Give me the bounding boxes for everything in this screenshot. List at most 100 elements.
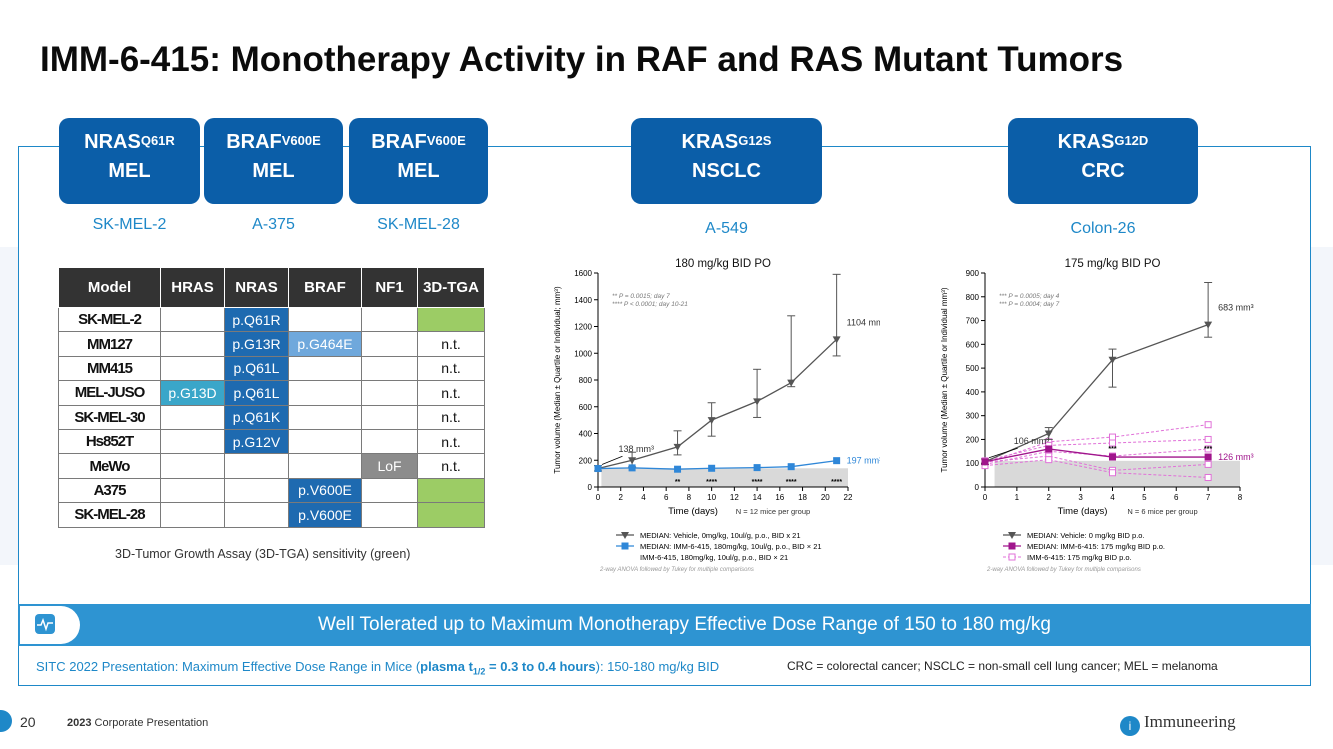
tile-gene: BRAF [226,131,282,153]
x-tick-label: 6 [1174,493,1179,502]
data-point [1109,453,1116,461]
cell-line-label: A-549 [705,220,748,237]
braf-cell [288,404,362,430]
tga-cell: n.t. [417,404,485,430]
data-point [674,465,682,473]
table-row: SK-MEL-28 p.V600E [58,502,485,528]
table-row: MM127 p.G13R p.G464E n.t. [58,331,485,357]
chart-footnote: 2-way ANOVA followed by Tukey for multip… [599,567,754,573]
tga-cell [417,502,485,528]
start-volume-label: 106 mm³ [1014,436,1050,446]
tga-cell: n.t. [417,453,485,479]
x-tick-label: 7 [1206,493,1211,502]
treated-end-label: 197 mm³ [847,456,880,466]
nf1-cell: LoF [361,453,418,479]
data-point [1204,453,1212,461]
model-cell: Hs852T [58,428,161,455]
tile-tumor-type: MEL [252,160,295,182]
table-header-row: Model HRAS NRAS BRAF NF1 3D-TGA [58,267,485,308]
data-point [594,465,602,473]
y-tick-label: 1200 [574,323,592,332]
data-point [1109,439,1116,447]
nras-cell: p.Q61K [224,404,289,430]
data-point [673,443,682,451]
table-row: MeWo LoF n.t. [58,453,485,479]
tile-kras-nsclc: KRASG12S NSCLC [631,118,822,204]
company-logo: i Immuneering [1120,712,1236,736]
nras-cell: p.G13R [224,331,289,357]
y-axis-label: Tumor volume (Median ± Quartile or Indiv… [940,287,949,472]
nf1-cell [361,331,418,357]
braf-cell [288,380,362,406]
data-point [1108,356,1117,364]
y-tick-label: 400 [966,388,980,397]
nf1-cell [361,380,418,406]
nf1-cell [361,428,418,455]
tga-cell [417,477,485,504]
hras-cell [160,453,225,479]
nras-cell [224,453,289,479]
data-point [1109,433,1116,441]
data-point [833,457,841,465]
hras-cell [160,477,225,504]
nras-cell [224,502,289,528]
tile-gene: BRAF [371,131,427,153]
nras-cell: p.G12V [224,428,289,455]
model-cell: MEL-JUSO [58,380,161,406]
tga-cell: n.t. [417,380,485,406]
tile-tumor-type: MEL [397,160,440,182]
data-point [1204,421,1212,429]
chart-title: 175 mg/kg BID PO [1065,258,1161,270]
braf-cell [288,453,362,479]
cell-line-label: A-375 [252,216,295,233]
nras-cell [224,477,289,504]
heartbeat-monitor-icon [35,614,55,634]
column-header: NRAS [224,267,289,308]
y-tick-label: 0 [975,483,980,492]
data-point [1008,553,1016,561]
column-header: Model [58,267,161,308]
x-tick-label: 1 [1015,493,1020,502]
nf1-cell [361,306,418,333]
column-header: NF1 [361,267,418,308]
hras-cell [160,331,225,357]
data-point [753,464,761,472]
braf-cell: p.G464E [288,331,362,357]
data-point [787,463,795,471]
data-point [1204,473,1212,481]
vehicle-end-label: 1104 mm³ [847,317,880,327]
nf1-cell [361,404,418,430]
cell-line-label: SK-MEL-28 [377,216,460,233]
y-tick-label: 800 [966,293,980,302]
significance-mark: *** [1204,446,1212,453]
start-volume-label: 138 mm³ [618,444,654,454]
y-tick-label: 700 [966,317,980,326]
hras-cell [160,355,225,382]
tolerability-banner: Well Tolerated up to Maximum Monotherapy… [18,604,1311,646]
data-point [628,457,637,465]
table-row: MM415 p.Q61L n.t. [58,355,485,382]
corp-text: Corporate Presentation [94,717,209,729]
tile-kras-crc: KRASG12D CRC [1008,118,1198,204]
x-tick-label: 20 [821,493,830,502]
x-tick-label: 18 [798,493,807,502]
x-tick-label: 0 [983,493,988,502]
significance-mark: *** [1108,446,1116,453]
tile-mutation: V600E [426,133,466,148]
data-point [1109,469,1116,477]
y-tick-label: 900 [966,269,980,278]
individual-line [984,438,1209,462]
tile-gene: NRAS [84,131,141,153]
footer-dose-note: SITC 2022 Presentation: Maximum Effectiv… [36,659,719,677]
legend-label: IMM-6-415: 175 mg/kg BID p.o. [1027,553,1132,562]
corp-year: 2023 [67,717,92,729]
logo-mark-icon: i [1120,716,1140,736]
tile-mutation: V600E [281,133,321,148]
model-cell: MM127 [58,331,161,357]
hras-cell: p.G13D [160,380,225,406]
x-tick-label: 8 [687,493,692,502]
nras-cell: p.Q61R [224,306,289,333]
braf-cell [288,306,362,333]
data-point [1204,435,1212,443]
treated-end-label: 126 mm³ [1218,452,1254,462]
